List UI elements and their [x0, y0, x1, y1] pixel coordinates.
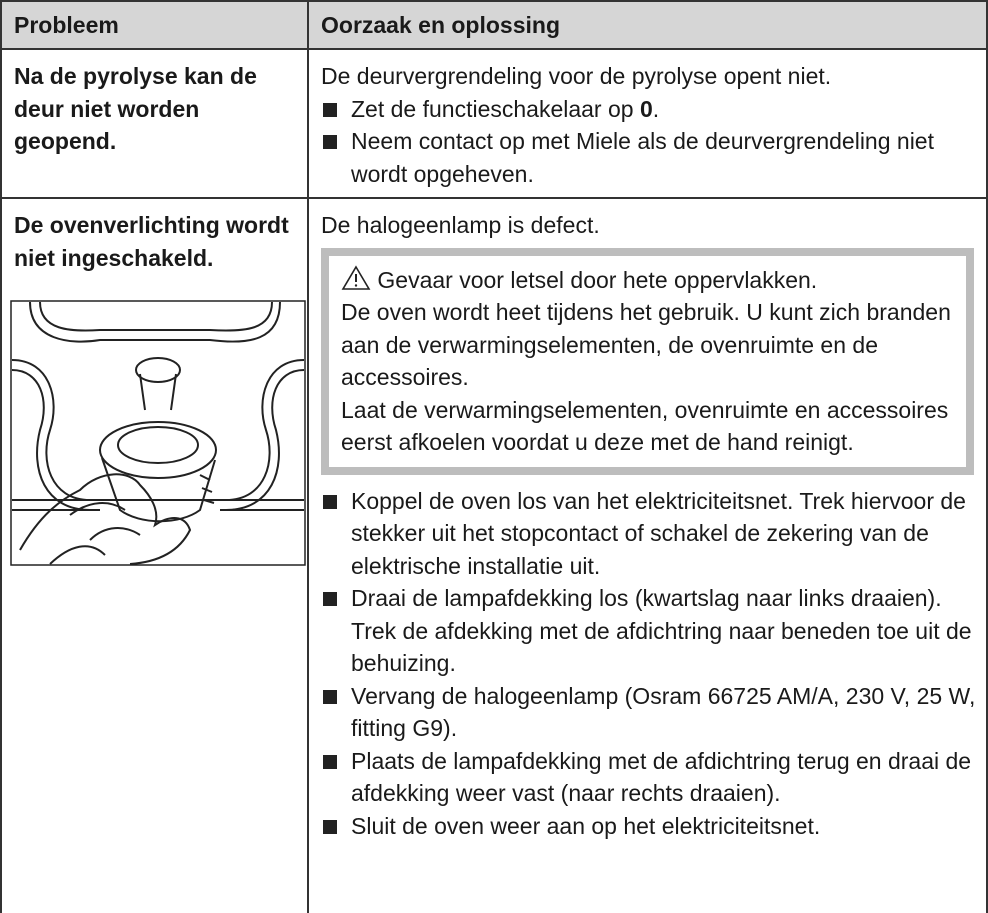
step: Sluit de oven weer aan op het elektricit…	[321, 810, 976, 843]
step: Draai de lampafdekking los (kwartslag na…	[321, 582, 976, 680]
solution-cell: De halogeenlamp is defect. Gevaar voor l…	[309, 199, 986, 913]
solution-cell: De deurvergrendeling voor de pyrolyse op…	[309, 50, 986, 197]
cause: De deurvergrendeling voor de pyrolyse op…	[321, 63, 832, 89]
cause: De halogeenlamp is defect.	[321, 212, 600, 238]
problem: Na de pyrolyse kan de deur niet worden g…	[2, 50, 309, 197]
problem: De ovenverlichting wordt niet ingeschake…	[14, 212, 289, 271]
warning-icon	[341, 264, 371, 290]
warning-text: De oven wordt heet tijdens het gebruik. …	[341, 299, 951, 390]
step: Plaats de lampafdekking met de afdichtri…	[321, 745, 976, 810]
warning-title: Gevaar voor letsel door hete oppervlakke…	[341, 264, 954, 297]
step: Zet de functieschakelaar op 0.	[321, 93, 976, 126]
lamp-illustration	[10, 300, 306, 566]
problem-cell: De ovenverlichting wordt niet ingeschake…	[2, 199, 309, 913]
warning-text: Laat de verwarmingselementen, ovenruimte…	[341, 396, 949, 456]
table-header: Probleem Oorzaak en oplossing	[0, 0, 988, 50]
step: Vervang de halogeenlamp (Osram 66725 AM/…	[321, 680, 976, 745]
step-text: Zet de functieschakelaar op	[351, 95, 634, 122]
warning-title-text: Gevaar voor letsel door hete oppervlakke…	[377, 266, 818, 293]
step: Neem contact op met Miele als de deurver…	[321, 125, 976, 190]
table-row: De ovenverlichting wordt niet ingeschake…	[0, 199, 988, 913]
warning-box: Gevaar voor letsel door hete oppervlakke…	[321, 247, 974, 475]
step: Koppel de oven los van het elektriciteit…	[321, 485, 976, 583]
header-text: Oorzaak en oplossing	[321, 11, 560, 38]
header-text: Probleem	[14, 11, 119, 38]
header-cell: Probleem	[2, 2, 309, 48]
header-cell: Oorzaak en oplossing	[309, 9, 986, 42]
step-bold: 0	[639, 95, 653, 122]
step-text: .	[652, 95, 660, 122]
table-row: Na de pyrolyse kan de deur niet worden g…	[0, 50, 988, 199]
